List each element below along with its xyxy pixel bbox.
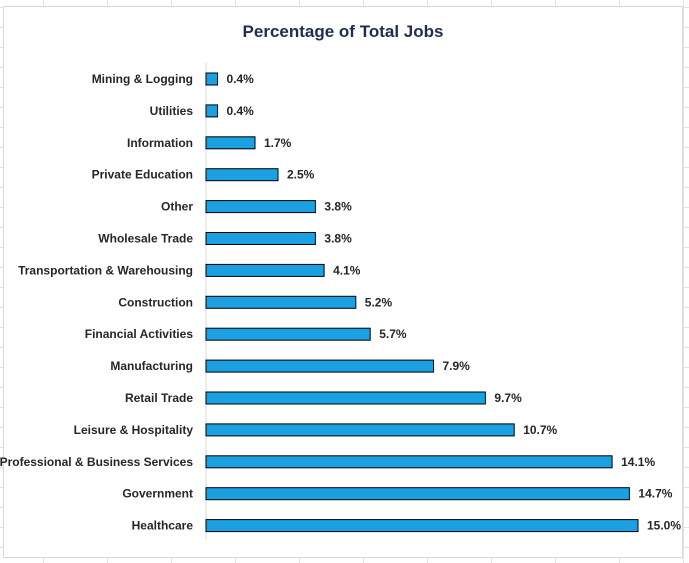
category-label-4: Other — [161, 200, 193, 214]
bar-8[interactable] — [205, 327, 371, 341]
data-label-7: 5.2% — [365, 295, 393, 309]
data-label-0: 0.4% — [227, 72, 255, 86]
bar-7[interactable] — [205, 295, 357, 309]
category-label-2: Information — [127, 136, 193, 150]
bar-11[interactable] — [205, 423, 515, 437]
bar-5[interactable] — [205, 232, 316, 245]
category-label-3: Private Education — [92, 168, 193, 182]
category-label-14: Healthcare — [132, 519, 194, 533]
bar-9[interactable] — [205, 359, 434, 373]
category-label-0: Mining & Logging — [92, 72, 193, 86]
category-label-10: Retail Trade — [125, 391, 193, 405]
bar-12[interactable] — [205, 455, 613, 469]
data-label-9: 7.9% — [443, 359, 471, 373]
bar-0[interactable] — [205, 72, 218, 86]
bar-1[interactable] — [205, 104, 218, 118]
category-label-8: Financial Activities — [85, 327, 194, 341]
data-label-12: 14.1% — [621, 455, 655, 469]
data-label-11: 10.7% — [523, 423, 557, 437]
category-label-1: Utilities — [150, 104, 194, 118]
category-label-6: Transportation & Warehousing — [18, 263, 193, 277]
bar-4[interactable] — [205, 200, 316, 214]
data-label-2: 1.7% — [264, 136, 292, 150]
data-label-8: 5.7% — [379, 327, 407, 341]
data-label-4: 3.8% — [324, 200, 352, 214]
data-label-10: 9.7% — [494, 391, 522, 405]
chart-title: Percentage of Total Jobs — [243, 22, 444, 41]
bar-14[interactable] — [205, 519, 639, 533]
category-label-7: Construction — [118, 295, 193, 309]
data-label-3: 2.5% — [287, 168, 315, 182]
category-label-11: Leisure & Hospitality — [74, 423, 194, 437]
data-label-6: 4.1% — [333, 263, 361, 277]
category-label-12: Professional & Business Services — [0, 455, 193, 469]
category-label-13: Government — [122, 487, 193, 501]
data-label-1: 0.4% — [227, 104, 255, 118]
data-label-5: 3.8% — [324, 232, 352, 246]
data-label-13: 14.7% — [638, 487, 672, 501]
bar-6[interactable] — [205, 263, 325, 277]
category-label-5: Wholesale Trade — [98, 232, 193, 246]
category-label-9: Manufacturing — [110, 359, 193, 373]
bar-3[interactable] — [205, 168, 279, 182]
data-label-14: 15.0% — [647, 519, 681, 533]
bar-2[interactable] — [205, 136, 256, 150]
bar-10[interactable] — [205, 391, 486, 405]
bar-13[interactable] — [205, 487, 630, 501]
